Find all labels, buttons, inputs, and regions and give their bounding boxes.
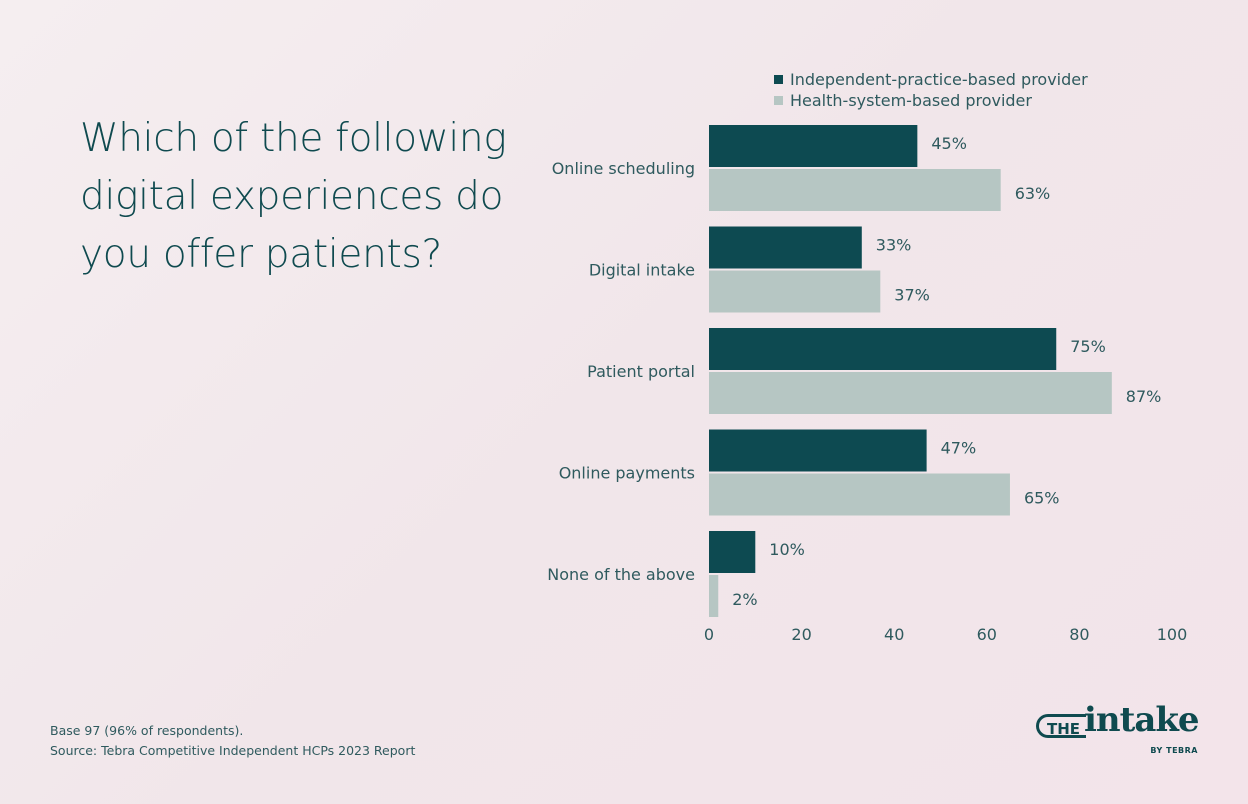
data-label: 75% bbox=[1070, 337, 1106, 356]
category-label: Patient portal bbox=[587, 362, 695, 381]
the-intake-logo: THE intake BY TEBRA bbox=[1036, 700, 1206, 756]
data-label: 63% bbox=[1015, 184, 1051, 203]
bar bbox=[709, 328, 1057, 370]
data-label: 45% bbox=[931, 134, 967, 153]
bar bbox=[709, 575, 719, 617]
data-label: 47% bbox=[941, 439, 977, 458]
page-title: Which of the following digital experienc… bbox=[80, 116, 507, 277]
category-label: Online payments bbox=[559, 464, 695, 483]
x-tick-label: 60 bbox=[977, 625, 997, 644]
data-label: 65% bbox=[1024, 489, 1060, 508]
bar bbox=[709, 372, 1112, 414]
bar bbox=[709, 270, 881, 313]
bar bbox=[709, 125, 918, 167]
x-tick-label: 80 bbox=[1069, 625, 1089, 644]
bar bbox=[709, 169, 1001, 211]
footnote-base: Base 97 (96% of respondents). bbox=[50, 723, 244, 738]
bar bbox=[709, 473, 1010, 516]
x-tick-label: 0 bbox=[704, 625, 714, 644]
data-label: 10% bbox=[769, 540, 805, 559]
data-label: 87% bbox=[1126, 387, 1162, 406]
x-tick-label: 100 bbox=[1157, 625, 1188, 644]
logo-intake: intake bbox=[1084, 700, 1200, 740]
footnote-source: Source: Tebra Competitive Independent HC… bbox=[50, 743, 416, 758]
logo-the: THE bbox=[1036, 714, 1086, 738]
data-label: 37% bbox=[894, 286, 930, 305]
logo-by: BY TEBRA bbox=[1150, 746, 1198, 755]
x-tick-label: 40 bbox=[884, 625, 904, 644]
legend-label: Independent-practice-based provider bbox=[790, 70, 1088, 89]
category-label: Digital intake bbox=[589, 261, 695, 280]
data-label: 33% bbox=[876, 236, 912, 255]
data-label: 2% bbox=[732, 590, 757, 609]
bar bbox=[709, 226, 862, 269]
legend-swatch bbox=[774, 75, 783, 84]
bar bbox=[709, 531, 756, 573]
x-tick-label: 20 bbox=[791, 625, 811, 644]
legend-label: Health-system-based provider bbox=[790, 91, 1032, 110]
legend-swatch bbox=[774, 96, 783, 105]
category-label: Online scheduling bbox=[552, 159, 695, 178]
category-label: None of the above bbox=[547, 565, 695, 584]
bar bbox=[709, 429, 927, 472]
